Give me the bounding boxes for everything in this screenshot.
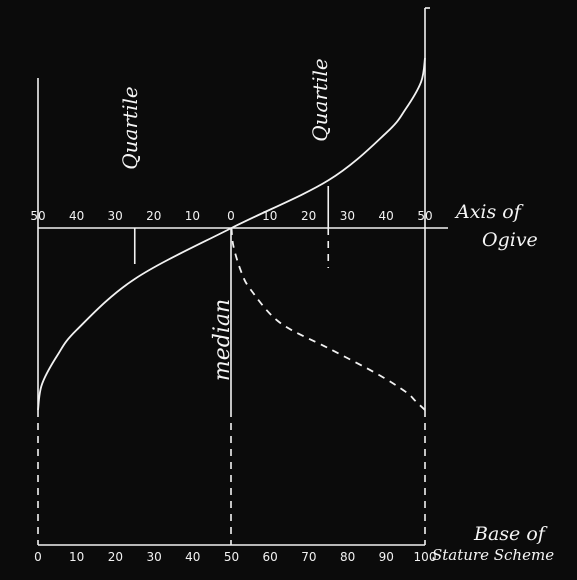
curves [37, 57, 426, 411]
ogive-tick-label: 40 [379, 209, 394, 223]
base-tick-label: 80 [340, 550, 355, 564]
base-axis-label-line2: Stature Scheme [432, 546, 554, 564]
right-quartile-label: Quartile [308, 58, 332, 141]
base-tick-label: 70 [301, 550, 316, 564]
ogive-tick-label: 20 [146, 209, 161, 223]
ogive-axis-label-line2: Ogive [482, 229, 538, 251]
base-tick-label: 100 [414, 550, 437, 564]
left-quartile-label: Quartile [118, 86, 142, 169]
base-tick-label: 30 [146, 550, 161, 564]
ogive-tick-label: 10 [185, 209, 200, 223]
ogive-tick-label: 40 [69, 209, 84, 223]
tick-labels: 50 40 30 20 10 0 10 20 30 40 500 10 20 30 40 50 60 70 80 90… [30, 209, 436, 564]
base-tick-label: 10 [69, 550, 84, 564]
ogive-tick-label: 0 [227, 209, 235, 223]
base-axis-label-line1: Base of [473, 523, 548, 545]
ogive-tick-label: 50 [417, 209, 432, 223]
base-tick-label: 50 [224, 550, 239, 564]
ogive-axis-label-line1: Axis of [454, 201, 524, 223]
construction-lines [37, 7, 448, 546]
ogive-tick-label: 30 [340, 209, 355, 223]
ogive-tick-label: 10 [262, 209, 277, 223]
base-tick-label: 60 [263, 550, 278, 564]
ogive-tick-label: 50 [30, 209, 45, 223]
base-tick-label: 0 [34, 550, 42, 564]
median-label: median [210, 299, 235, 381]
base-tick-label: 40 [185, 550, 200, 564]
ogive-tick-label: 20 [301, 209, 316, 223]
base-tick-label: 90 [379, 550, 394, 564]
base-tick-label: 20 [108, 550, 123, 564]
ogive-tick-label: 30 [108, 209, 123, 223]
